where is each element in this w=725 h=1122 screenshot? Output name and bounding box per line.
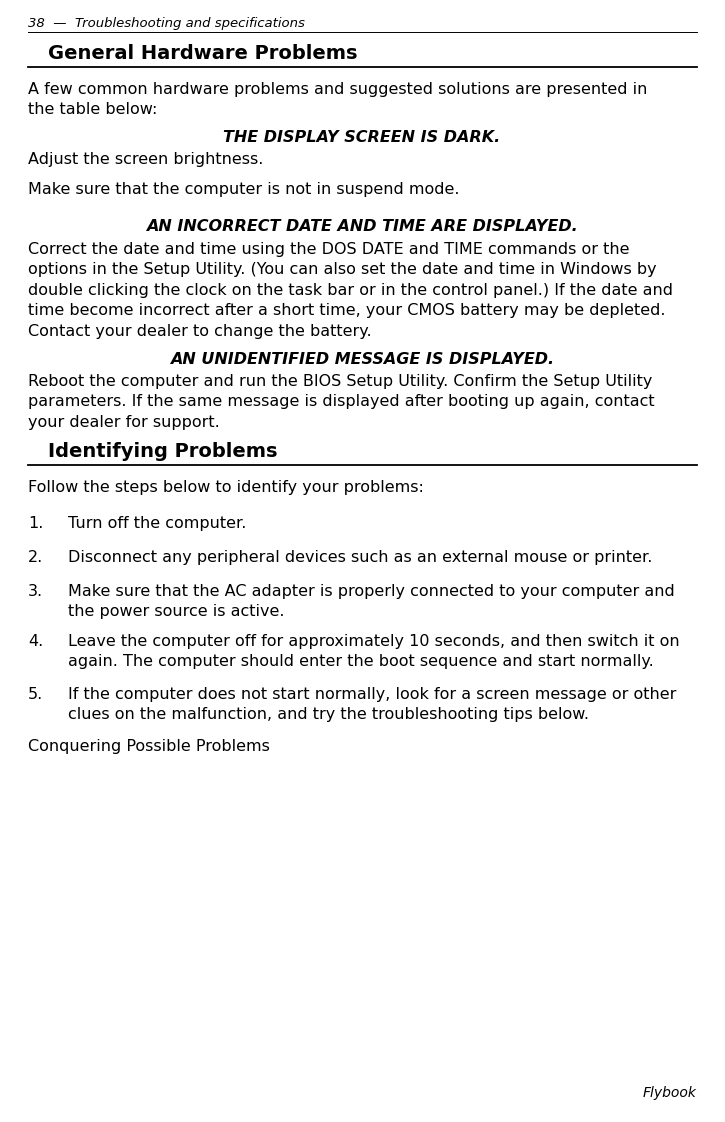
Text: 4.: 4.: [28, 634, 44, 649]
Text: AN INCORRECT DATE AND TIME ARE DISPLAYED.: AN INCORRECT DATE AND TIME ARE DISPLAYED…: [146, 219, 578, 234]
Text: 3.: 3.: [28, 583, 43, 599]
Text: Flybook: Flybook: [643, 1086, 697, 1100]
Text: 2.: 2.: [28, 550, 44, 565]
Text: A few common hardware problems and suggested solutions are presented in
the tabl: A few common hardware problems and sugge…: [28, 82, 647, 118]
Text: Make sure that the AC adapter is properly connected to your computer and
the pow: Make sure that the AC adapter is properl…: [68, 583, 675, 619]
Text: Make sure that the computer is not in suspend mode.: Make sure that the computer is not in su…: [28, 182, 460, 197]
Text: Reboot the computer and run the BIOS Setup Utility. Confirm the Setup Utility
pa: Reboot the computer and run the BIOS Set…: [28, 374, 655, 430]
Text: 1.: 1.: [28, 516, 44, 531]
Text: 38  —  Troubleshooting and specifications: 38 — Troubleshooting and specifications: [28, 17, 305, 30]
Text: THE DISPLAY SCREEN IS DARK.: THE DISPLAY SCREEN IS DARK.: [223, 130, 501, 145]
Text: Turn off the computer.: Turn off the computer.: [68, 516, 247, 531]
Text: Follow the steps below to identify your problems:: Follow the steps below to identify your …: [28, 480, 424, 495]
Text: Adjust the screen brightness.: Adjust the screen brightness.: [28, 151, 263, 167]
Text: AN UNIDENTIFIED MESSAGE IS DISPLAYED.: AN UNIDENTIFIED MESSAGE IS DISPLAYED.: [170, 352, 554, 367]
Text: Conquering Possible Problems: Conquering Possible Problems: [28, 739, 270, 754]
Text: Disconnect any peripheral devices such as an external mouse or printer.: Disconnect any peripheral devices such a…: [68, 550, 652, 565]
Text: Leave the computer off for approximately 10 seconds, and then switch it on
again: Leave the computer off for approximately…: [68, 634, 679, 670]
Text: Correct the date and time using the DOS DATE and TIME commands or the
options in: Correct the date and time using the DOS …: [28, 242, 673, 339]
Text: 5.: 5.: [28, 687, 44, 702]
Text: General Hardware Problems: General Hardware Problems: [48, 44, 357, 63]
Text: If the computer does not start normally, look for a screen message or other
clue: If the computer does not start normally,…: [68, 687, 676, 723]
Text: Identifying Problems: Identifying Problems: [48, 442, 278, 461]
